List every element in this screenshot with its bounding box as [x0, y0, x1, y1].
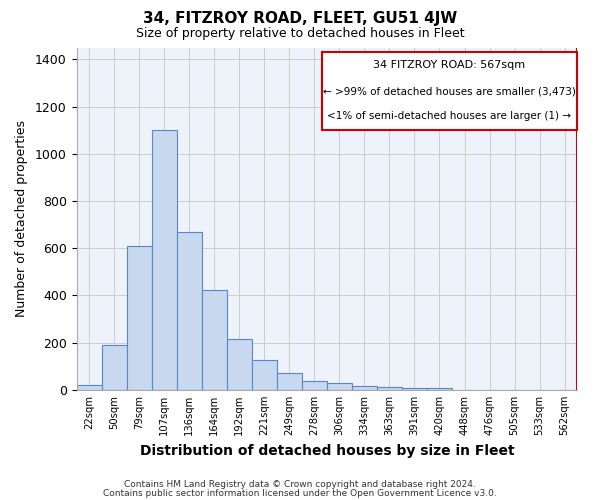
Text: Contains public sector information licensed under the Open Government Licence v3: Contains public sector information licen… — [103, 488, 497, 498]
Bar — [327, 384, 352, 390]
Text: ← >99% of detached houses are smaller (3,473): ← >99% of detached houses are smaller (3… — [323, 86, 576, 96]
X-axis label: Distribution of detached houses by size in Fleet: Distribution of detached houses by size … — [140, 444, 514, 458]
Bar — [202, 290, 227, 390]
Bar — [377, 387, 402, 390]
Bar — [352, 386, 377, 390]
Text: <1% of semi-detached houses are larger (1) →: <1% of semi-detached houses are larger (… — [328, 111, 571, 121]
Bar — [277, 374, 302, 390]
Bar — [101, 345, 127, 390]
Bar — [252, 360, 277, 390]
Bar — [77, 385, 101, 390]
Bar — [427, 388, 452, 390]
Text: Contains HM Land Registry data © Crown copyright and database right 2024.: Contains HM Land Registry data © Crown c… — [124, 480, 476, 489]
Bar — [302, 381, 327, 390]
FancyBboxPatch shape — [322, 52, 577, 130]
Bar — [227, 339, 252, 390]
Bar — [176, 232, 202, 390]
Text: Size of property relative to detached houses in Fleet: Size of property relative to detached ho… — [136, 28, 464, 40]
Text: 34, FITZROY ROAD, FLEET, GU51 4JW: 34, FITZROY ROAD, FLEET, GU51 4JW — [143, 11, 457, 26]
Bar — [402, 388, 427, 390]
Bar — [152, 130, 176, 390]
Bar — [127, 246, 152, 390]
Text: 34 FITZROY ROAD: 567sqm: 34 FITZROY ROAD: 567sqm — [373, 60, 526, 70]
Y-axis label: Number of detached properties: Number of detached properties — [15, 120, 28, 317]
